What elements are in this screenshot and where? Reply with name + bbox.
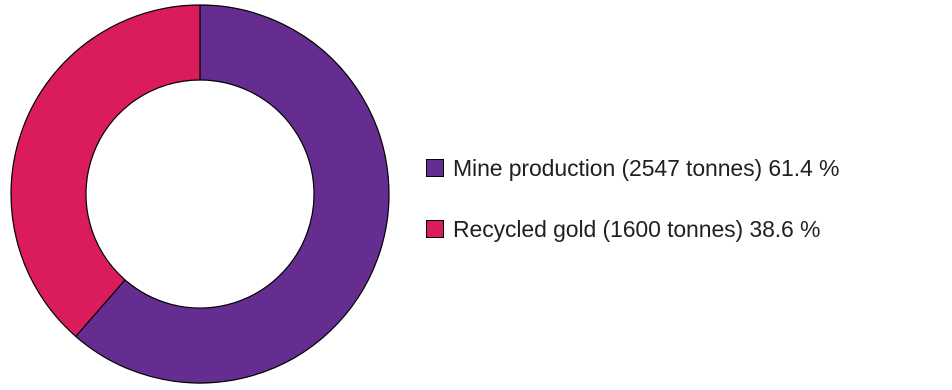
legend-label-mine-production: Mine production (2547 tonnes) 61.4 %	[453, 154, 840, 181]
donut-plot	[10, 4, 390, 384]
legend-label-recycled-gold: Recycled gold (1600 tonnes) 38.6 %	[453, 215, 821, 242]
legend-item-mine-production: Mine production (2547 tonnes) 61.4 %	[426, 150, 839, 186]
chart-legend: Mine production (2547 tonnes) 61.4 % Rec…	[426, 150, 839, 272]
legend-item-recycled-gold: Recycled gold (1600 tonnes) 38.6 %	[426, 211, 839, 247]
donut-slice-mine-production	[75, 4, 390, 384]
legend-swatch-recycled-gold	[426, 220, 444, 238]
legend-swatch-mine-production	[426, 159, 444, 177]
donut-slice-recycled-gold	[10, 4, 201, 338]
